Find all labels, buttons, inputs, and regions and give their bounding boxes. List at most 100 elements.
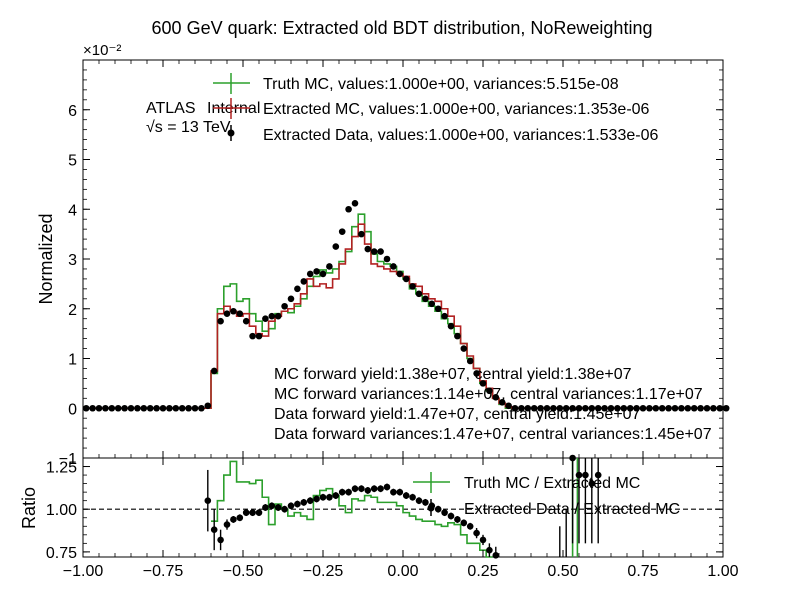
data-ratio-point [466, 522, 474, 530]
data-point-extracted-data [268, 312, 276, 320]
data-ratio-point [460, 519, 468, 527]
data-ratio-point [454, 516, 461, 523]
main-legend: Truth MC, values:1.000e+00, variances:5.… [213, 73, 658, 144]
data-point-extracted-data [313, 268, 320, 275]
legend-marker-extracted-data [227, 129, 235, 137]
data-ratio-point [575, 471, 583, 479]
data-ratio-point [441, 509, 448, 516]
ratio-y-axis-label: Ratio [19, 487, 39, 529]
data-point-extracted-data [121, 404, 128, 412]
ratio-y-tick-label: 1.00 [46, 502, 77, 519]
data-point-extracted-data [722, 404, 730, 412]
data-point-extracted-data [370, 248, 378, 255]
legend-item-data-ratio: Extracted Data / Extracted MC [427, 499, 680, 518]
data-ratio-point [447, 512, 455, 520]
data-point-extracted-data [319, 270, 327, 278]
legend-item-extracted-mc: Extracted MC, values:1.000e+00, variance… [213, 98, 650, 119]
ratio-panel: 0.75 1.00 1.25 −1.00 −0.75 −0.50 −0.25 0.00 0.2… [19, 60, 739, 580]
x-tick-label: 1.00 [707, 563, 738, 580]
data-ratio-point [377, 485, 384, 493]
data-ratio-point [274, 504, 282, 511]
data-point-extracted-data [678, 404, 685, 412]
data-point-extracted-data [601, 404, 608, 412]
data-point-extracted-data [518, 404, 525, 412]
legend-item-extracted-data: Extracted Data, values:1.000e+00, varian… [227, 125, 658, 144]
data-point-extracted-data [274, 312, 282, 320]
data-point-extracted-data [153, 404, 160, 412]
data-ratio-point [287, 502, 295, 510]
data-point-extracted-data [127, 404, 135, 412]
x-ticks: −1.00 −0.75 −0.50 −0.25 0.00 0.25 0.50 0.75 1.00 [63, 60, 739, 580]
ratio-series [83, 454, 723, 559]
data-point-extracted-data [134, 404, 141, 412]
data-ratio-point [217, 536, 224, 544]
data-ratio-point [402, 492, 410, 499]
data-point-extracted-data [338, 228, 346, 235]
data-point-extracted-data [102, 404, 109, 412]
data-point-extracted-data [460, 345, 468, 352]
data-ratio-point [492, 551, 500, 559]
x-tick-label: −0.25 [303, 563, 344, 580]
data-ratio-point [319, 493, 327, 501]
data-ratio-point [326, 493, 333, 501]
annotation-mc-yield: MC forward yield:1.38e+07, central yield… [274, 366, 632, 383]
data-ratio-point [370, 485, 378, 493]
data-ratio-point [210, 526, 218, 533]
y-multiplier-label: ×10⁻² [83, 42, 121, 59]
data-point-extracted-data [511, 404, 519, 412]
data-point-extracted-data [249, 332, 256, 340]
data-point-extracted-data [345, 205, 352, 213]
data-point-extracted-data [332, 243, 340, 250]
main-y-tick-label: 6 [68, 103, 77, 120]
main-y-tick-label: −1 [59, 451, 77, 468]
data-point-extracted-data [191, 404, 199, 412]
data-point-extracted-data [466, 357, 474, 365]
data-point-extracted-data [172, 404, 180, 412]
data-point-extracted-data [652, 404, 660, 412]
legend-label-truth-mc: Truth MC, values:1.000e+00, variances:5.… [263, 76, 619, 93]
data-point-extracted-data [230, 307, 237, 315]
data-ratio-point [434, 505, 442, 513]
ratio-legend: Truth MC / Extracted MC Extracted Data /… [413, 472, 680, 518]
data-ratio-point [332, 492, 340, 499]
data-point-extracted-data [703, 404, 711, 412]
data-point-extracted-data [588, 404, 596, 412]
data-point-extracted-data [550, 404, 557, 412]
data-point-extracted-data [441, 312, 448, 320]
x-tick-label: 0.00 [387, 563, 418, 580]
data-ratio-point [473, 529, 480, 537]
data-point-extracted-data [198, 404, 205, 412]
data-ratio-point [262, 504, 269, 511]
data-point-extracted-data [114, 404, 122, 412]
main-y-tick-label: 0 [68, 401, 77, 418]
data-point-extracted-data [505, 402, 512, 410]
data-ratio-point [415, 497, 423, 504]
data-point-extracted-data [300, 278, 308, 285]
chart-title: 600 GeV quark: Extracted old BDT distrib… [152, 18, 653, 38]
data-point-extracted-data [530, 404, 538, 412]
data-point-extracted-data [607, 404, 615, 412]
data-point-extracted-data [217, 317, 224, 325]
data-point-extracted-data [428, 300, 436, 308]
data-ratio-point [255, 509, 263, 516]
data-ratio-point [594, 471, 602, 479]
data-point-extracted-data [690, 404, 698, 412]
data-point-extracted-data [262, 315, 269, 323]
data-point-extracted-data [159, 404, 167, 412]
data-point-extracted-data [140, 404, 148, 412]
x-tick-label: 0.75 [627, 563, 658, 580]
data-ratio-point [306, 497, 314, 504]
main-y-tick-label: 5 [68, 153, 77, 170]
data-point-extracted-data [364, 245, 372, 253]
annotation-mc-variances: MC forward variances:1.14e+07, central v… [274, 386, 703, 403]
data-ratio-point [409, 493, 416, 501]
data-ratio-point [223, 521, 231, 528]
legend-marker-data-ratio [427, 504, 435, 512]
data-point-extracted-data [716, 404, 724, 412]
data-point-extracted-data [639, 404, 647, 412]
legend-label-data-ratio: Extracted Data / Extracted MC [464, 501, 680, 518]
data-point-extracted-data [633, 404, 640, 412]
legend-label-extracted-mc: Extracted MC, values:1.000e+00, variance… [263, 101, 650, 118]
data-point-extracted-data [409, 283, 416, 290]
